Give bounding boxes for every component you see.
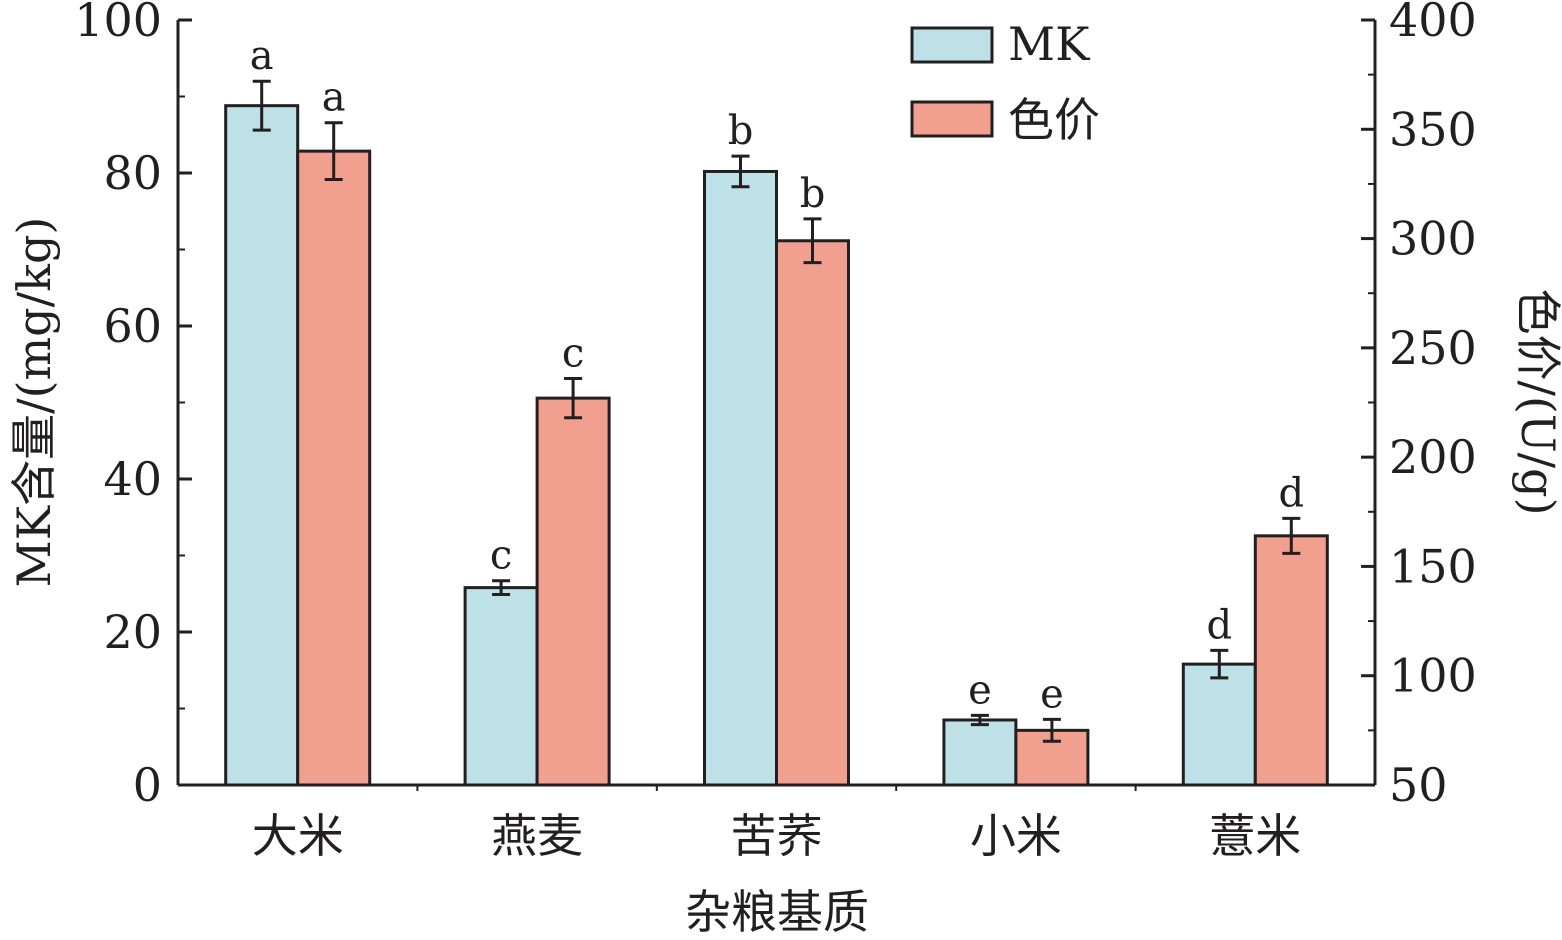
legend: MK 色价 — [910, 17, 1100, 147]
significance-label-mk-0: a — [250, 33, 274, 79]
y-axis-title-right: 色价/(U/g) — [1511, 288, 1562, 515]
error-bar-mk-1 — [492, 579, 511, 597]
y-left-tick-label-1: 20 — [103, 605, 162, 659]
legend-label-mk: MK — [1008, 17, 1091, 71]
bar-mk-1 — [463, 586, 539, 787]
legend-swatch-mk — [910, 26, 994, 64]
y-left-tick-label-5: 100 — [74, 0, 162, 47]
significance-label-mk-2: b — [728, 108, 754, 154]
y-left-tick-label-0: 0 — [133, 758, 162, 812]
significance-label-mk-3: e — [968, 667, 992, 713]
text-layer: a a 大米 c c 燕麦 bb 苦荞 e e 小米 d d 薏米 0 20 40 60 80 100 50 100 150… — [74, 0, 1477, 863]
error-bar-mk-4 — [1210, 648, 1229, 680]
error-bar-color-value-4 — [1282, 516, 1301, 555]
bar-mk-3 — [942, 718, 1018, 787]
y-left-tick-label-2: 40 — [103, 452, 162, 506]
bar-mk-2 — [703, 169, 778, 787]
bar-color-value-2 — [775, 239, 850, 787]
significance-label-color-value-0: a — [322, 75, 346, 121]
y-right-tick-label-4: 250 — [1389, 321, 1477, 375]
y-left-tick-label-3: 60 — [103, 299, 162, 353]
significance-label-mk-4: d — [1206, 602, 1232, 648]
x-tick-label-1: 燕麦 — [491, 809, 583, 863]
significance-label-color-value-1: c — [562, 330, 584, 376]
error-bar-color-value-0 — [324, 121, 343, 182]
bar-color-value-4 — [1253, 534, 1329, 787]
x-axis-title: 杂粮基质 — [685, 885, 869, 939]
error-bar-color-value-2 — [803, 217, 822, 265]
significance-label-color-value-3: e — [1040, 671, 1064, 717]
y-right-tick-label-7: 400 — [1389, 0, 1477, 47]
y-right-tick-label-5: 300 — [1389, 212, 1477, 266]
error-bar-mk-2 — [731, 154, 750, 189]
y-right-tick-label-1: 100 — [1389, 649, 1477, 703]
error-bar-mk-0 — [252, 79, 271, 132]
significance-label-color-value-4: d — [1278, 470, 1304, 516]
error-bar-color-value-1 — [564, 376, 583, 420]
bar-color-value-0 — [296, 149, 372, 787]
x-tick-label-3: 小米 — [970, 809, 1062, 863]
legend-swatch-color-value — [910, 100, 994, 138]
error-bar-mk-3 — [970, 713, 989, 727]
significance-label-color-value-2: b — [800, 171, 826, 217]
y-right-tick-label-2: 150 — [1389, 539, 1477, 593]
error-bar-color-value-3 — [1042, 717, 1061, 743]
y-left-tick-label-4: 80 — [103, 146, 162, 200]
x-tick-label-2: 苦荞 — [731, 809, 823, 863]
bar-mk-0 — [224, 104, 300, 787]
x-tick-label-4: 薏米 — [1209, 809, 1301, 863]
significance-label-mk-1: c — [490, 533, 512, 579]
bar-mk-4 — [1181, 662, 1257, 787]
y-right-tick-label-0: 50 — [1389, 758, 1448, 812]
x-tick-label-0: 大米 — [252, 809, 344, 863]
y-right-tick-label-6: 350 — [1389, 102, 1477, 156]
bar-color-value-1 — [535, 396, 611, 787]
bars-layer — [224, 79, 1329, 787]
y-axis-title-left: MK含量/(mg/kg) — [7, 217, 61, 588]
legend-label-color-value: 色价 — [1008, 93, 1100, 147]
y-right-tick-label-3: 200 — [1389, 430, 1477, 484]
axes-layer — [176, 18, 1377, 791]
